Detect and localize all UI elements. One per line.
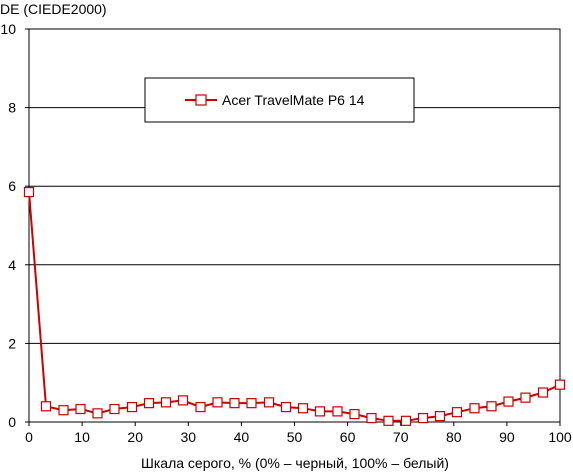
x-tick-label: 0 [25,429,33,445]
y-tick-label: 0 [8,414,16,430]
legend-label: Acer TravelMate P6 14 [222,92,365,108]
y-tick-label: 6 [8,178,16,194]
x-tick-label: 70 [393,429,409,445]
data-point [23,186,35,198]
data-point [486,401,497,412]
data-point [75,403,86,415]
y-tick-label: 2 [8,335,16,351]
y-axis-title: DE (CIEDE2000) [0,1,107,17]
data-point [92,408,103,419]
data-point [297,403,309,414]
x-tick-label: 60 [340,429,356,445]
legend-marker [195,94,207,106]
data-point [451,407,463,418]
data-point [503,396,514,407]
series-group [23,186,566,426]
x-tick-label: 30 [181,429,197,445]
data-point [332,406,343,417]
x-tick-label: 40 [234,429,250,445]
gridlines [29,107,560,344]
x-tick-label: 100 [548,429,572,445]
x-tick-label: 90 [499,429,515,445]
y-tick-label: 10 [0,21,16,37]
data-point [263,397,275,408]
y-axis-ticks: 0 2 4 6 8 10 [0,21,29,430]
data-point [246,398,257,409]
data-point [58,405,69,416]
data-point [160,397,172,408]
data-point [314,406,326,417]
x-tick-label: 20 [127,429,143,445]
x-tick-label: 50 [287,429,303,445]
data-point [366,412,377,424]
data-point [417,412,429,424]
data-point [469,403,480,414]
data-point [349,409,360,420]
data-point [383,415,394,426]
data-point [109,403,120,415]
data-point [177,395,189,406]
data-point [434,411,446,422]
data-point [40,401,52,412]
series-line [28,192,561,422]
legend: Acer TravelMate P6 14 [144,77,415,123]
x-tick-label: 10 [74,429,90,445]
x-tick-label: 80 [446,429,462,445]
y-tick-label: 4 [8,257,16,273]
data-point [537,387,549,398]
data-point [520,392,531,403]
y-tick-label: 8 [8,100,16,116]
x-axis-title: Шкала серого, % (0% – черный, 100% – бел… [141,455,449,471]
data-point [229,398,240,409]
data-point [126,401,138,413]
data-point [143,398,155,409]
data-point [400,415,412,426]
data-point [280,401,292,413]
data-point [212,397,223,408]
data-point [195,401,206,413]
x-axis-ticks: 0 10 20 30 40 50 60 70 80 90 100 [25,422,572,445]
data-point [554,379,566,390]
